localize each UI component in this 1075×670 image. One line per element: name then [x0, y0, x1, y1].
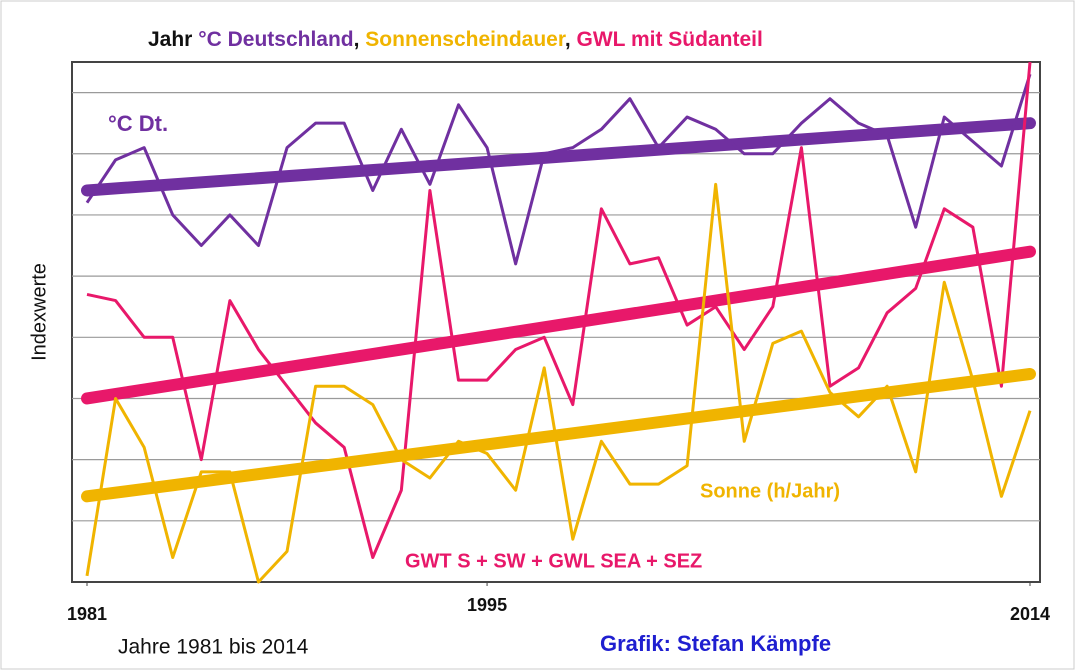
series-line [85, 73, 1032, 266]
credit: Grafik: Stefan Kämpfe [600, 631, 831, 656]
title-part: Jahr [148, 28, 198, 51]
series-line [86, 61, 1032, 560]
trend-line [81, 368, 1036, 503]
title-part: GWL mit Südanteil [577, 28, 763, 51]
trend-line [81, 117, 1036, 197]
x-tick-label: 1981 [67, 604, 107, 624]
chart-title: Jahr °C Deutschland, Sonnenscheindauer, … [148, 28, 763, 51]
title-part: °C Deutschland [198, 28, 353, 51]
title-part: , [565, 28, 577, 51]
trend-line [81, 245, 1036, 405]
title-part: , [354, 28, 366, 51]
x-note: Jahre 1981 bis 2014 [118, 636, 309, 659]
y-axis-label: Indexwerte [28, 263, 50, 361]
series-label: GWT S + SW + GWL SEA + SEZ [405, 550, 702, 572]
x-tick-label: 2014 [1010, 604, 1050, 624]
x-tick-label: 1995 [467, 595, 507, 615]
series-label: °C Dt. [108, 111, 168, 136]
series-label: Sonne (h/Jahr) [700, 480, 840, 502]
title-part: Sonnenscheindauer [365, 28, 566, 51]
series-line [85, 182, 1032, 584]
